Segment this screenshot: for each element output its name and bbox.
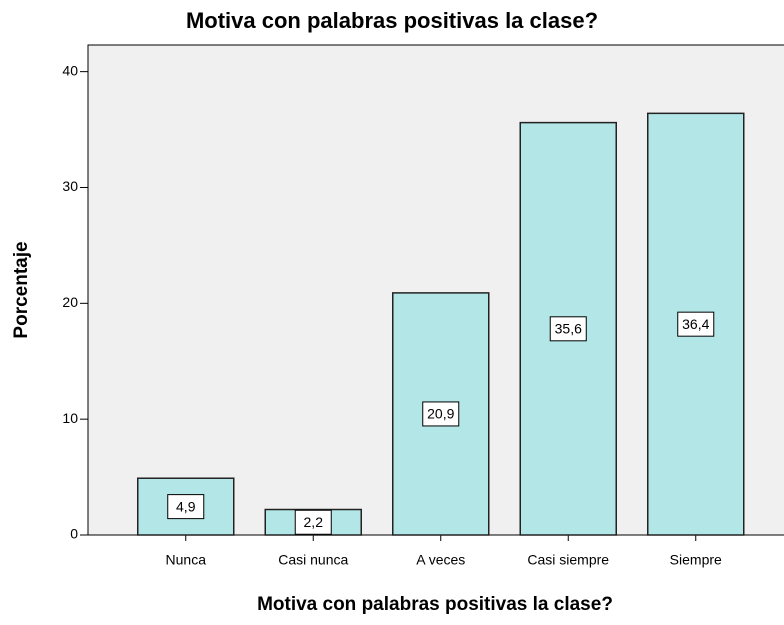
y-axis-label: Porcentaje — [11, 241, 32, 338]
y-tick-label: 20 — [62, 294, 78, 310]
x-tick-label: A veces — [416, 552, 465, 568]
x-tick-label: Nunca — [166, 552, 207, 568]
value-label-box — [167, 494, 205, 520]
value-label: 35,6 — [555, 321, 582, 337]
y-tick-label: 0 — [70, 526, 78, 542]
x-tick-label: Casi siempre — [527, 552, 609, 568]
y-tick-label: 10 — [62, 410, 78, 426]
x-tick-label: Casi nunca — [278, 552, 348, 568]
value-label: 20,9 — [427, 406, 454, 422]
value-label-box — [294, 509, 332, 535]
x-axis-label: Motiva con palabras positivas la clase? — [257, 594, 613, 615]
value-label: 36,4 — [682, 316, 709, 332]
x-tick-label: Siempre — [670, 552, 722, 568]
value-label-box — [422, 401, 460, 427]
value-label: 2,2 — [304, 514, 324, 530]
value-label-box — [677, 311, 715, 337]
y-tick-label: 40 — [62, 62, 78, 78]
y-tick-label: 30 — [62, 178, 78, 194]
chart-title: Motiva con palabras positivas la clase? — [186, 8, 598, 33]
value-label: 4,9 — [176, 498, 196, 514]
value-label-box — [549, 316, 587, 342]
